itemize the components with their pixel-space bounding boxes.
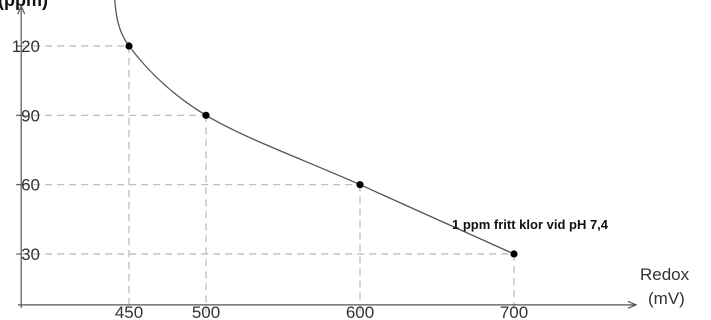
y-tick-label: 90 bbox=[21, 106, 40, 125]
guide-lines bbox=[21, 45, 515, 313]
x-tick-labels: 450 500 600 700 bbox=[115, 303, 528, 320]
y-axis-label: (ppm) bbox=[0, 0, 48, 10]
x-tick-label: 600 bbox=[346, 303, 374, 320]
data-point bbox=[510, 250, 518, 258]
redox-curve bbox=[114, 0, 515, 255]
x-tick-label: 700 bbox=[500, 303, 528, 320]
x-axis-label-line2: (mV) bbox=[648, 289, 685, 308]
y-tick-label: 30 bbox=[21, 245, 40, 264]
x-tick-label: 450 bbox=[115, 303, 143, 320]
x-axis-label-line1: Redox bbox=[640, 265, 690, 284]
x-axis-arrow bbox=[627, 300, 638, 309]
axes bbox=[16, 4, 638, 309]
x-tick-label: 500 bbox=[192, 303, 220, 320]
curve-annotation: 1 ppm fritt klor vid pH 7,4 bbox=[452, 217, 609, 232]
y-tick-label: 120 bbox=[12, 37, 40, 56]
data-points bbox=[125, 42, 518, 258]
y-tick-labels: 30 60 90 120 bbox=[12, 37, 40, 264]
y-tick-label: 60 bbox=[21, 176, 40, 195]
data-point bbox=[202, 111, 210, 119]
data-point bbox=[125, 42, 133, 50]
data-point bbox=[356, 181, 364, 189]
y-axis-arrow bbox=[17, 4, 26, 15]
curve-group bbox=[114, 0, 515, 255]
